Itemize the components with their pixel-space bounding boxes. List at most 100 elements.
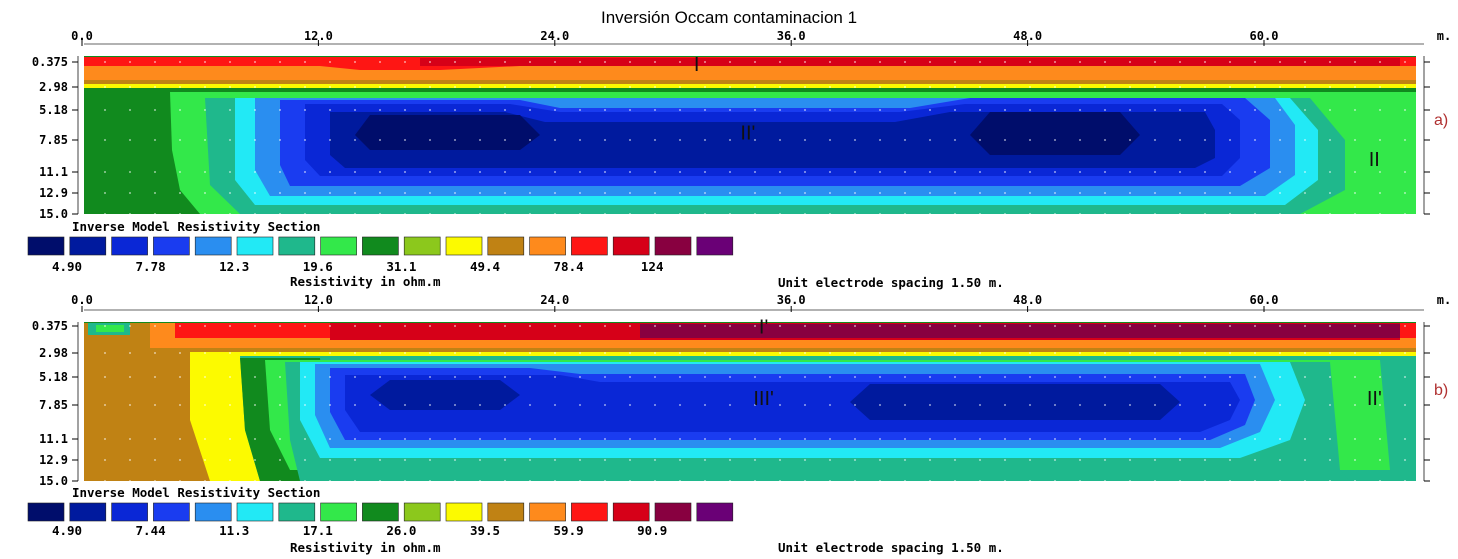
scale-label: 39.5 xyxy=(470,523,500,538)
color-swatch xyxy=(571,502,608,522)
depth-tick-label: 2.98 xyxy=(39,80,68,94)
color-swatch xyxy=(445,236,483,256)
depth-tick-label: 0.375 xyxy=(32,319,68,333)
color-swatch xyxy=(278,236,316,256)
panel-label: b) xyxy=(1434,382,1448,399)
legend-title: Inverse Model Resistivity Section xyxy=(72,485,320,500)
color-swatch xyxy=(571,236,608,256)
color-swatch xyxy=(111,236,148,256)
panel-label: a) xyxy=(1434,112,1448,129)
resistivity-panel: 0.0 12.0 24.0 36.0 48.0 60.0 m. 0.375 2.98 5.18 7.… xyxy=(27,293,1451,555)
scale-label: 49.4 xyxy=(470,259,500,274)
depth-tick-label: 12.9 xyxy=(39,453,68,467)
x-tick-label: 24.0 xyxy=(540,29,569,43)
x-tick-label: 36.0 xyxy=(777,293,806,307)
electrode-spacing-note: Unit electrode spacing 1.50 m. xyxy=(778,275,1004,290)
model-mesh-dots xyxy=(104,325,1406,482)
color-swatch xyxy=(194,236,232,256)
depth-tick-label: 11.1 xyxy=(39,432,68,446)
color-swatch xyxy=(27,502,65,522)
scale-label: 59.9 xyxy=(554,523,584,538)
legend-unit-label: Resistivity in ohm.m xyxy=(290,540,441,555)
zone-annotation: I xyxy=(694,54,700,76)
color-swatch xyxy=(194,502,232,522)
zone-annotation: II' xyxy=(1367,388,1382,410)
scale-label: 7.78 xyxy=(136,259,166,274)
color-swatch xyxy=(487,502,525,522)
scale-label: 78.4 xyxy=(554,259,584,274)
color-swatch xyxy=(529,236,566,256)
depth-tick-label: 7.85 xyxy=(39,398,68,412)
zone-annotation: III' xyxy=(753,388,774,410)
zone-annotation: II' xyxy=(740,123,755,145)
zone-annotation: II xyxy=(1369,149,1380,171)
depth-tick-label: 11.1 xyxy=(39,165,68,179)
depth-tick-label: 5.18 xyxy=(39,103,68,117)
resistivity-contour xyxy=(640,324,1400,338)
resistivity-contour xyxy=(420,58,1400,66)
color-swatch xyxy=(612,236,650,256)
x-tick-label: 12.0 xyxy=(304,293,333,307)
color-swatch xyxy=(236,236,274,256)
color-scale: 4.90 7.44 11.3 17.1 26.0 39.5 59.9 90.9 xyxy=(27,502,734,538)
x-tick-label: 0.0 xyxy=(71,293,93,307)
color-swatch xyxy=(69,236,107,256)
depth-tick-label: 12.9 xyxy=(39,186,68,200)
color-swatch xyxy=(362,502,399,522)
color-swatch xyxy=(362,236,399,256)
depth-tick-label: 15.0 xyxy=(39,474,68,488)
color-swatch xyxy=(320,236,357,256)
scale-label: 19.6 xyxy=(303,259,333,274)
resistivity-panel: 0.0 12.0 24.0 36.0 48.0 60.0 m. 0.375 2.98 5.18 7.… xyxy=(27,29,1451,290)
electrode-spacing-note: Unit electrode spacing 1.50 m. xyxy=(778,540,1004,555)
scale-label: 31.1 xyxy=(386,259,416,274)
color-swatch xyxy=(236,502,274,522)
legend-title: Inverse Model Resistivity Section xyxy=(72,219,320,234)
color-swatch xyxy=(69,502,107,522)
color-swatch xyxy=(278,502,316,522)
depth-tick-label: 7.85 xyxy=(39,133,68,147)
color-swatch xyxy=(487,236,525,256)
scale-label: 7.44 xyxy=(136,523,166,538)
x-tick-label: 0.0 xyxy=(71,29,93,43)
depth-tick-label: 2.98 xyxy=(39,346,68,360)
color-swatch xyxy=(696,502,734,522)
color-swatch xyxy=(111,502,148,522)
zone-annotation: I' xyxy=(759,316,768,338)
model-mesh-dots xyxy=(104,61,1406,215)
x-tick-label: 48.0 xyxy=(1013,293,1042,307)
scale-label: 4.90 xyxy=(52,523,82,538)
scale-label: 90.9 xyxy=(637,523,667,538)
depth-tick-label: 0.375 xyxy=(32,55,68,69)
figure-title: Inversión Occam contaminacion 1 xyxy=(600,8,858,27)
x-tick-label: 36.0 xyxy=(777,29,806,43)
x-unit-label: m. xyxy=(1437,293,1451,307)
scale-label: 4.90 xyxy=(52,259,82,274)
color-swatch xyxy=(654,236,692,256)
color-swatch xyxy=(696,236,734,256)
x-tick-label: 60.0 xyxy=(1250,29,1279,43)
x-tick-label: 60.0 xyxy=(1250,293,1279,307)
resistivity-contour xyxy=(150,323,1416,352)
resistivity-contour xyxy=(970,112,1140,155)
color-swatch xyxy=(403,236,441,256)
color-swatch xyxy=(529,502,566,522)
resistivity-contour xyxy=(370,380,520,410)
color-swatch xyxy=(320,502,357,522)
depth-tick-label: 15.0 xyxy=(39,207,68,221)
x-tick-label: 12.0 xyxy=(304,29,333,43)
resistivity-contour xyxy=(96,325,124,332)
depth-tick-label: 5.18 xyxy=(39,370,68,384)
x-tick-label: 24.0 xyxy=(540,293,569,307)
resistivity-contour xyxy=(355,115,540,150)
color-swatch xyxy=(153,502,190,522)
color-swatch xyxy=(654,502,692,522)
scale-label: 12.3 xyxy=(219,259,249,274)
color-swatch xyxy=(153,236,190,256)
color-swatch xyxy=(27,236,65,256)
scale-label: 26.0 xyxy=(386,523,416,538)
x-tick-label: 48.0 xyxy=(1013,29,1042,43)
scale-label: 17.1 xyxy=(303,523,333,538)
resistivity-contour xyxy=(850,384,1180,420)
